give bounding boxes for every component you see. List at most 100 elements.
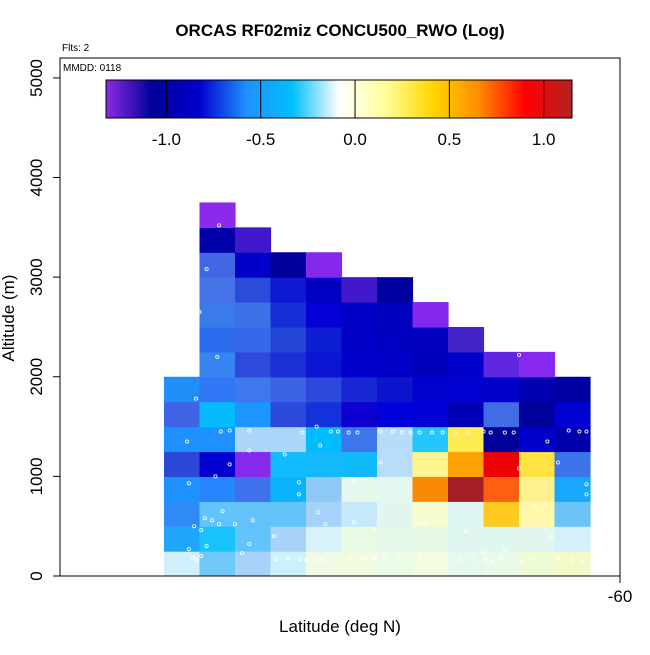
observation-points [185, 223, 589, 565]
observation-point [247, 542, 252, 547]
heatmap-cell [519, 376, 556, 403]
observation-point [348, 557, 353, 562]
heatmap-cell [412, 526, 449, 552]
observation-point [541, 558, 546, 563]
heatmap-cell [235, 302, 272, 328]
heatmap-cell [341, 476, 378, 502]
colorbar-bar [105, 79, 573, 119]
heatmap-cell [377, 426, 414, 453]
observation-point [502, 547, 507, 552]
heatmap-cell [448, 326, 485, 353]
heatmap-cell [270, 252, 307, 278]
heatmap-cell [164, 476, 201, 502]
heatmap-cell [306, 302, 343, 328]
observation-point [511, 430, 516, 435]
observation-point [481, 429, 486, 434]
colorbar-tick-label: 1.0 [532, 130, 556, 149]
heatmap-cell [483, 451, 520, 477]
heatmap-cell [270, 451, 307, 477]
heatmap-cell [448, 476, 485, 502]
heatmap-cell [554, 526, 591, 552]
heatmap-cell [199, 277, 236, 303]
heatmap-cell [164, 426, 201, 453]
heatmap-cell [483, 401, 520, 428]
observation-point [490, 560, 495, 565]
observation-point [351, 520, 356, 525]
observation-point [584, 482, 589, 487]
x-axis: -60 [608, 576, 632, 606]
observation-point [195, 558, 200, 563]
heatmap-cell [377, 476, 414, 502]
heatmap-cell [483, 376, 520, 403]
heatmap-cell [199, 202, 236, 228]
heatmap-cell [377, 277, 414, 303]
observation-point [351, 478, 356, 483]
heatmap-cell [412, 401, 449, 428]
observation-point [186, 481, 191, 486]
observation-point [408, 430, 413, 435]
heatmap-cell [377, 351, 414, 378]
observation-point [458, 557, 463, 562]
observation-point [584, 429, 589, 434]
y-axis-title: Altitude (m) [0, 275, 18, 362]
heatmap-cell [164, 451, 201, 477]
heatmap-cell [412, 302, 449, 328]
heatmap-cell [199, 526, 236, 552]
heatmap-cell [164, 551, 201, 576]
observation-point [556, 556, 561, 561]
heatmap-cell [341, 451, 378, 477]
heatmap-cell [199, 351, 236, 378]
heatmap-cell [448, 451, 485, 477]
heatmap-cell [377, 501, 414, 527]
observation-point [440, 430, 445, 435]
heatmap-cell [199, 326, 236, 353]
observation-point [517, 466, 522, 471]
observation-point [483, 558, 488, 563]
heatmap-cell [448, 551, 485, 576]
observation-point [296, 492, 301, 497]
heatmap-cell [270, 376, 307, 403]
heatmap-cell [519, 426, 556, 453]
heatmap-cell [199, 376, 236, 403]
observation-point [296, 480, 301, 485]
observation-point [396, 555, 401, 560]
observation-point [312, 558, 317, 563]
observation-point [481, 551, 486, 556]
heatmap-cell [235, 451, 272, 477]
observation-point [488, 430, 493, 435]
heatmap-cell [483, 526, 520, 552]
heatmap-cell [377, 451, 414, 477]
heatmap-cell [377, 376, 414, 403]
y-axis: 0 1000 2000 3000 4000 5000 [27, 59, 60, 581]
observation-point [556, 460, 561, 465]
observation-point [570, 558, 575, 563]
observation-point [430, 430, 435, 435]
heatmap-cell [341, 426, 378, 453]
heatmap-cell [235, 376, 272, 403]
heatmap-cell [270, 476, 307, 502]
colorbar-tick-label: -0.5 [246, 130, 275, 149]
observation-point [300, 430, 305, 435]
heatmap-cell [377, 326, 414, 353]
observation-point [470, 557, 475, 562]
heatmap-cell [164, 401, 201, 428]
observation-point [328, 429, 333, 434]
observation-point [584, 492, 589, 497]
heatmap-cell [270, 526, 307, 552]
heatmap-cell [235, 326, 272, 353]
heatmap-cell [448, 426, 485, 453]
heatmap-cell [341, 302, 378, 328]
observation-point [548, 535, 553, 540]
observation-point [204, 267, 209, 272]
observation-point [209, 518, 214, 523]
mmdd-note: MMDD: 0118 [63, 63, 122, 74]
heatmap-cell [412, 451, 449, 477]
observation-point [186, 547, 191, 552]
heatmap-cell [306, 376, 343, 403]
y-tick-label: 4000 [27, 159, 46, 197]
heatmap-cell [412, 376, 449, 403]
observation-point [204, 544, 209, 549]
heatmap-cell [270, 351, 307, 378]
heatmap-cell [270, 277, 307, 303]
